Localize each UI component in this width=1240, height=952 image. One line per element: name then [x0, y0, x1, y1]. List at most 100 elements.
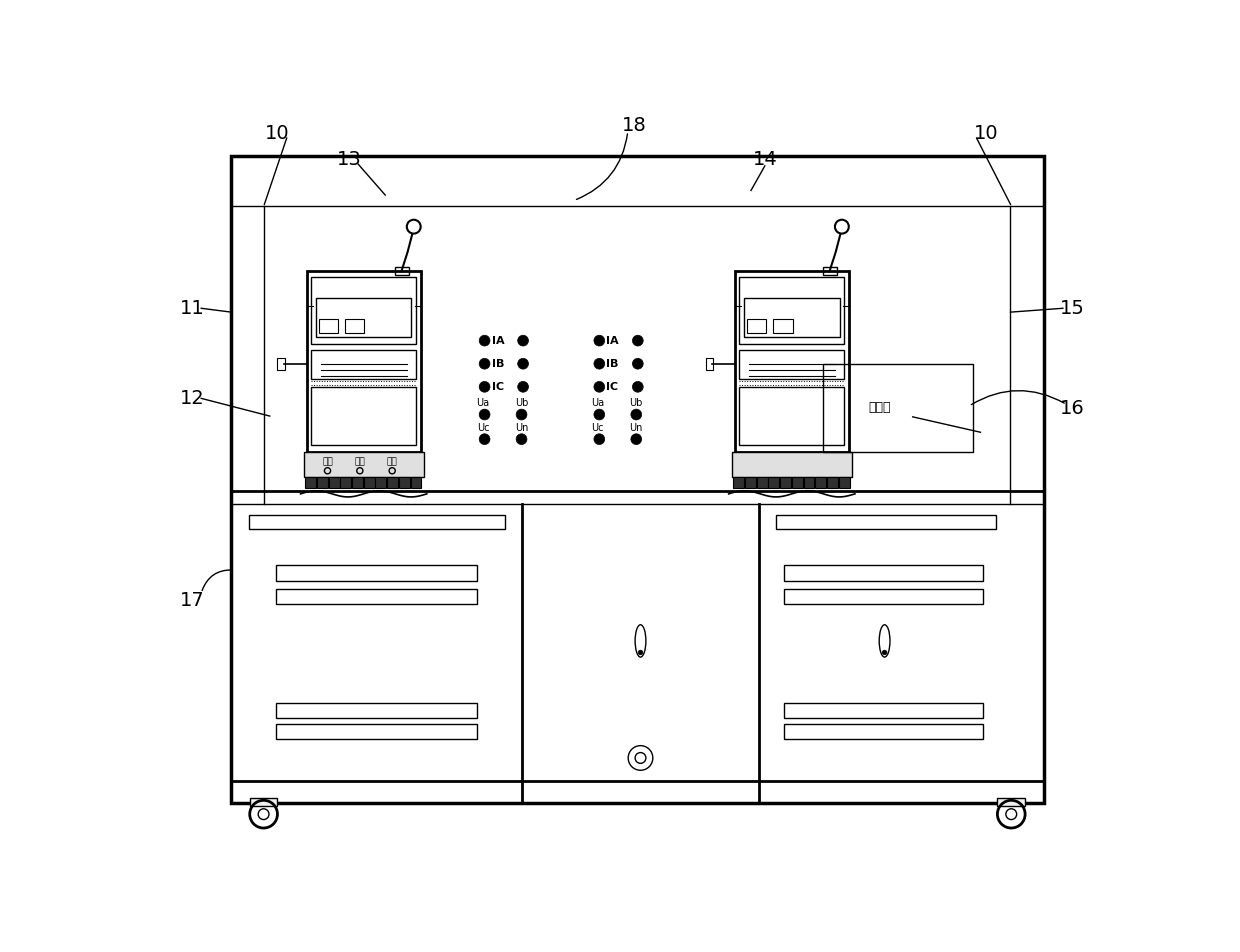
Text: 启动: 启动 — [322, 457, 332, 466]
Bar — [732, 452, 852, 477]
Circle shape — [516, 409, 527, 420]
Bar — [784, 588, 983, 604]
Circle shape — [631, 409, 641, 420]
Bar — [345, 319, 365, 333]
Bar — [340, 477, 351, 487]
Circle shape — [479, 382, 490, 392]
Bar — [311, 350, 417, 379]
Bar — [387, 477, 398, 487]
Bar — [739, 277, 844, 345]
Circle shape — [517, 335, 528, 346]
Bar — [776, 515, 996, 528]
Bar — [780, 477, 791, 487]
Bar — [249, 798, 278, 805]
Text: Ua: Ua — [476, 398, 490, 408]
Text: Ub: Ub — [515, 398, 528, 408]
Bar — [277, 703, 477, 718]
Bar — [735, 271, 849, 452]
Text: 示波器: 示波器 — [868, 402, 890, 414]
Text: IC: IC — [606, 382, 619, 392]
Circle shape — [594, 434, 605, 445]
Circle shape — [516, 434, 527, 445]
Bar — [311, 387, 417, 445]
Bar — [756, 477, 768, 487]
Circle shape — [479, 434, 490, 445]
Circle shape — [632, 358, 644, 369]
Bar — [774, 319, 792, 333]
Bar — [329, 477, 340, 487]
Bar — [804, 477, 815, 487]
Bar — [249, 515, 505, 528]
Bar — [376, 477, 387, 487]
Text: Ub: Ub — [630, 398, 644, 408]
Bar — [822, 364, 972, 452]
Bar — [997, 798, 1025, 805]
Bar — [784, 724, 983, 740]
Circle shape — [479, 335, 490, 346]
Text: Un: Un — [515, 423, 528, 433]
Circle shape — [479, 358, 490, 369]
Bar — [838, 477, 849, 487]
Circle shape — [632, 382, 644, 392]
Bar — [823, 268, 837, 275]
Text: 10: 10 — [265, 124, 290, 143]
Bar — [748, 319, 766, 333]
Text: IA: IA — [606, 336, 619, 346]
Text: 12: 12 — [180, 388, 205, 407]
Bar — [739, 350, 844, 379]
Circle shape — [517, 358, 528, 369]
Text: 15: 15 — [1060, 299, 1085, 318]
Bar — [745, 477, 756, 487]
Bar — [827, 477, 838, 487]
Bar — [316, 298, 412, 337]
Bar — [305, 477, 316, 487]
Text: Uc: Uc — [477, 423, 490, 433]
Bar — [304, 452, 424, 477]
Bar — [784, 565, 983, 581]
Circle shape — [883, 650, 887, 655]
Circle shape — [479, 409, 490, 420]
Circle shape — [517, 382, 528, 392]
Bar — [739, 387, 844, 445]
Text: Uc: Uc — [591, 423, 604, 433]
Bar — [363, 477, 374, 487]
Circle shape — [594, 409, 605, 420]
Bar — [733, 477, 744, 487]
Text: 停止: 停止 — [387, 457, 398, 466]
Text: IC: IC — [491, 382, 503, 392]
Bar — [306, 271, 420, 452]
Bar — [706, 358, 713, 370]
Circle shape — [594, 358, 605, 369]
Bar — [278, 358, 285, 370]
Bar — [792, 477, 802, 487]
Bar — [277, 724, 477, 740]
Text: 13: 13 — [337, 150, 361, 169]
Text: 18: 18 — [621, 115, 646, 134]
Text: 11: 11 — [180, 299, 205, 318]
Circle shape — [632, 335, 644, 346]
Bar — [231, 156, 1044, 803]
Bar — [744, 298, 839, 337]
Text: IB: IB — [491, 359, 503, 368]
Text: IB: IB — [606, 359, 619, 368]
Text: 14: 14 — [753, 150, 777, 169]
Bar — [815, 477, 826, 487]
Bar — [399, 477, 409, 487]
Circle shape — [594, 382, 605, 392]
Text: IA: IA — [491, 336, 505, 346]
Bar — [277, 588, 477, 604]
Text: 17: 17 — [180, 591, 205, 610]
Circle shape — [639, 650, 642, 655]
Bar — [784, 703, 983, 718]
Text: 16: 16 — [1060, 399, 1085, 418]
Text: Un: Un — [630, 423, 644, 433]
Bar — [769, 477, 779, 487]
Text: 10: 10 — [973, 124, 998, 143]
Bar — [410, 477, 422, 487]
Circle shape — [631, 434, 641, 445]
Bar — [352, 477, 363, 487]
Bar — [396, 268, 409, 275]
Text: 检测: 检测 — [355, 457, 366, 466]
Circle shape — [594, 335, 605, 346]
Bar — [277, 565, 477, 581]
